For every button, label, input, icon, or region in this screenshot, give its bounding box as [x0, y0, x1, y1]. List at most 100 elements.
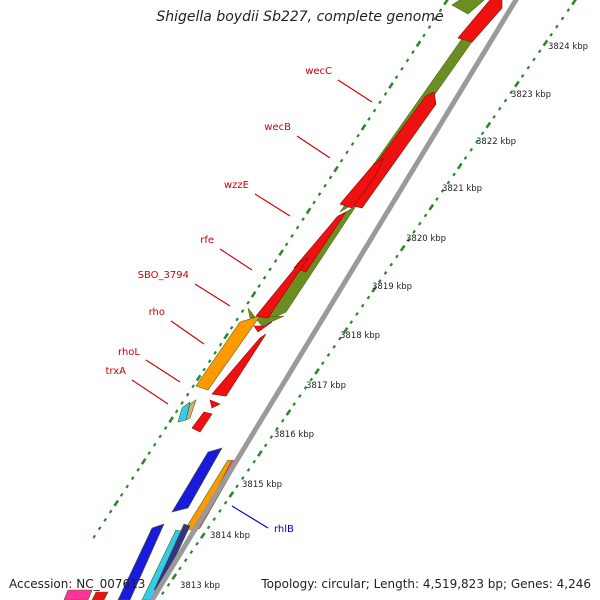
tick-mark — [513, 80, 520, 88]
tick-mark — [446, 180, 451, 185]
tick-mark — [191, 384, 195, 389]
tick-mark — [435, 197, 439, 201]
kbp-label: 3819 kbp — [372, 282, 412, 292]
tick-mark — [113, 499, 120, 507]
reverse-cds — [91, 591, 109, 600]
tick-mark — [399, 244, 406, 252]
tick-mark — [158, 434, 162, 439]
tick-mark — [372, 108, 377, 113]
tick-mark — [180, 401, 184, 405]
tick-mark — [312, 200, 316, 205]
tick-mark — [152, 442, 157, 447]
kbp-label: 3824 kbp — [548, 42, 588, 52]
tick-mark — [223, 500, 228, 505]
gene-label-wzze: wzzE — [224, 180, 249, 191]
tick-mark — [252, 459, 257, 464]
tick-mark — [389, 262, 394, 267]
kbp-label: 3817 kbp — [306, 381, 346, 391]
tick-mark — [395, 254, 399, 259]
tick-mark — [323, 183, 327, 188]
tick-mark — [456, 162, 463, 170]
tick-mark — [532, 57, 536, 62]
tick-mark — [280, 418, 285, 423]
tick-mark — [269, 435, 274, 440]
gene-leader-line — [231, 505, 269, 529]
gene-leader-line — [194, 283, 231, 307]
tick-mark — [371, 285, 378, 293]
tick-mark — [326, 353, 331, 357]
tick-mark — [263, 443, 268, 448]
tick-mark — [366, 295, 371, 300]
tick-mark — [174, 409, 179, 414]
gene-label-rfe: rfe — [200, 235, 214, 246]
tick-mark — [509, 90, 513, 95]
tick-mark — [183, 558, 188, 563]
tick-mark — [317, 192, 322, 197]
gene-leader-line — [131, 379, 169, 405]
tick-mark — [275, 426, 279, 431]
gene-leader-line — [296, 135, 331, 159]
tick-mark — [235, 484, 239, 489]
gene-leader-line — [254, 193, 291, 217]
kbp-label: 3821 kbp — [442, 184, 482, 194]
orange-cds — [195, 315, 261, 391]
tick-mark — [497, 106, 502, 111]
gene-label-rhlb: rhlB — [274, 524, 294, 535]
tick-mark — [130, 476, 135, 481]
tick-mark — [163, 426, 168, 430]
tick-mark — [332, 344, 336, 349]
tick-mark — [411, 50, 415, 55]
tick-mark — [383, 91, 388, 96]
forward-cds — [247, 307, 285, 327]
gene-leader-line — [337, 79, 373, 103]
tick-mark — [360, 303, 365, 308]
tick-mark — [333, 165, 339, 173]
kbp-label: 3820 kbp — [406, 234, 446, 244]
tick-mark — [405, 58, 410, 63]
tick-mark — [235, 317, 239, 322]
tick-mark — [400, 66, 404, 71]
pink-cds — [63, 589, 93, 600]
tick-mark — [412, 229, 416, 234]
tick-mark — [367, 117, 371, 121]
tick-mark — [428, 203, 435, 211]
tick-mark — [108, 509, 113, 514]
tick-mark — [228, 491, 235, 498]
tick-mark — [166, 582, 171, 587]
tick-mark — [394, 75, 399, 80]
kbp-labels: 3813 kbp 3814 kbp 3815 kbp 3816 kbp 3817 kbp… — [180, 42, 588, 591]
tick-mark — [240, 476, 245, 481]
tick-mark — [189, 550, 194, 554]
reverse-cds — [339, 157, 385, 209]
tick-mark — [560, 16, 565, 21]
tick-mark — [440, 188, 445, 193]
tick-mark — [223, 332, 229, 340]
tick-mark — [438, 8, 443, 13]
tick-mark — [103, 517, 108, 522]
reverse-cds — [457, 0, 503, 43]
tick-mark — [207, 359, 212, 364]
tick-mark — [345, 150, 349, 155]
topology-summary: Topology: circular; Length: 4,519,823 bp… — [261, 577, 591, 591]
tick-mark — [240, 309, 245, 314]
blue-cds — [171, 447, 223, 513]
backbone-line — [149, 0, 519, 600]
reverse-cds — [191, 411, 213, 433]
tick-mark — [125, 484, 129, 489]
tick-mark — [549, 32, 553, 37]
reverse-cds — [209, 399, 221, 409]
tick-mark — [246, 300, 250, 305]
reverse-cds — [253, 321, 273, 333]
tick-mark — [262, 275, 267, 280]
gene-label-rhol: rhoL — [118, 347, 140, 358]
tick-mark — [492, 114, 496, 119]
gene-label-sbo_3794: SBO_3794 — [138, 270, 189, 281]
tick-mark — [339, 158, 344, 163]
tick-mark — [305, 207, 312, 215]
accession-text: Accession: NC_007613 — [9, 577, 146, 591]
tick-marks — [92, 0, 577, 595]
tick-mark — [161, 591, 165, 595]
tick-mark — [422, 33, 426, 38]
tick-mark — [427, 25, 432, 30]
tick-mark — [284, 242, 289, 247]
